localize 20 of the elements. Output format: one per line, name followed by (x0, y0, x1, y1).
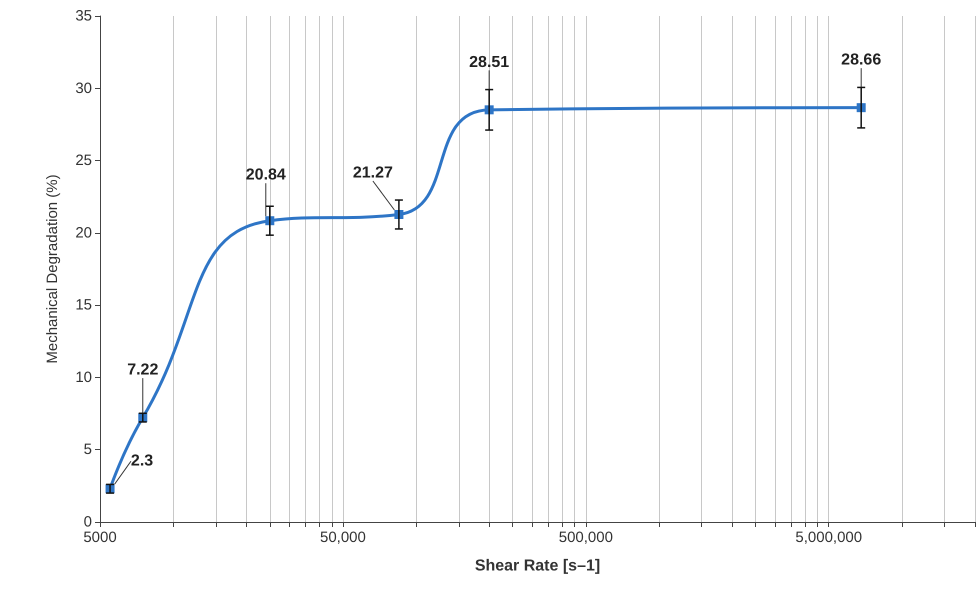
data-label: 7.22 (127, 362, 158, 379)
x-axis-title: Shear Rate [s–1] (474, 558, 600, 574)
x-tick-label: 5000 (83, 529, 117, 546)
y-tick-label: 15 (75, 296, 92, 314)
y-tick-label: 0 (84, 514, 92, 530)
y-axis-title: Mechanical Degradation (%) (44, 174, 61, 364)
data-label: 28.51 (469, 54, 510, 71)
y-tick-label: 20 (75, 224, 92, 242)
data-label: 20.84 (246, 166, 286, 184)
x-tick-label: 50,000 (320, 529, 366, 546)
data-label: 21.27 (352, 164, 394, 182)
y-tick-label: 35 (75, 8, 92, 24)
x-tick-label: 5,000,000 (795, 529, 862, 546)
data-label: 2.3 (130, 452, 154, 470)
data-label: 28.66 (841, 52, 882, 69)
y-tick-label: 25 (75, 152, 92, 170)
y-tick-label: 30 (75, 80, 92, 97)
y-tick-label: 10 (75, 368, 92, 386)
x-tick-label: 500,000 (558, 529, 613, 546)
y-tick-label: 5 (84, 441, 92, 458)
